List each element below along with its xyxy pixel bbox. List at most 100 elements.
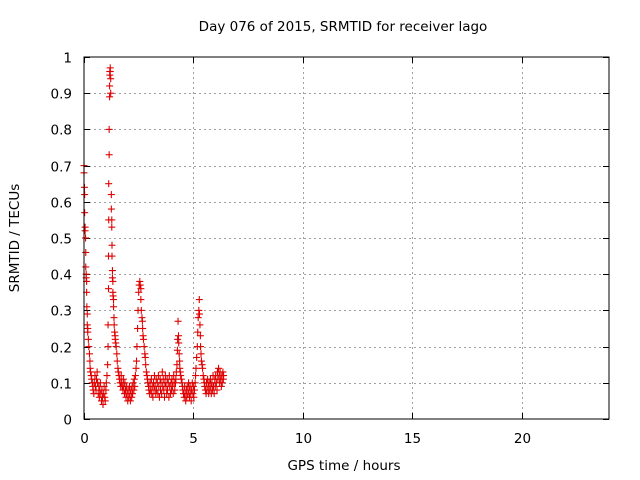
data-point (142, 361, 150, 369)
data-point (176, 357, 184, 365)
data-point (132, 364, 140, 372)
data-point (196, 332, 204, 340)
data-point (171, 386, 179, 394)
data-point (99, 401, 107, 409)
data-point (84, 328, 92, 336)
data-point (136, 281, 144, 289)
x-tick-label: 5 (189, 431, 198, 447)
data-point (81, 191, 89, 199)
data-point (173, 346, 181, 354)
data-point (140, 343, 148, 351)
data-point (96, 379, 104, 387)
data-point (87, 368, 95, 376)
data-point (219, 368, 227, 376)
y-tick-label: 0 (63, 413, 72, 429)
data-point (110, 314, 118, 322)
data-point (105, 151, 113, 159)
data-point (81, 209, 89, 217)
data-point (112, 343, 120, 351)
data-point (113, 357, 121, 365)
data-point (85, 350, 93, 358)
data-point (105, 125, 113, 133)
data-point (104, 343, 112, 351)
data-point (175, 339, 183, 347)
data-point (187, 397, 195, 405)
tick-labels: 0 5 10 15 20 0 0.1 0.2 0.3 0.4 0.5 0.6 0.7 0.8 0.9 1 (51, 51, 532, 448)
data-point (196, 310, 203, 318)
data-point (91, 372, 99, 380)
data-point (211, 382, 219, 390)
data-point (107, 191, 115, 199)
data-point (108, 216, 116, 224)
data-point (213, 386, 221, 394)
data-point (192, 372, 200, 380)
x-tick-label: 10 (295, 431, 312, 447)
data-point (82, 263, 90, 271)
data-point (103, 372, 111, 380)
data-point (106, 93, 114, 101)
chart-title: Day 076 of 2015, SRMTID for receiver lag… (199, 19, 488, 35)
data-point (199, 364, 207, 372)
data-point (210, 390, 218, 398)
data-point (175, 332, 182, 340)
data-point (100, 382, 108, 390)
data-point (174, 317, 182, 325)
data-point (170, 372, 178, 380)
data-point (100, 390, 108, 398)
data-point (141, 353, 149, 361)
data-point (105, 180, 113, 188)
y-tick-label: 0.8 (51, 123, 72, 139)
data-point (117, 372, 125, 380)
data-point (109, 277, 117, 285)
data-point (128, 393, 136, 401)
data-point (93, 368, 101, 376)
data-point (137, 285, 145, 293)
data-point (137, 296, 145, 304)
data-point (131, 382, 139, 390)
data-point (113, 350, 121, 358)
data-point (108, 267, 116, 275)
data-point (129, 390, 137, 398)
y-tick-label: 0.7 (51, 160, 72, 176)
data-point (107, 75, 115, 83)
data-point (130, 386, 138, 394)
data-point (82, 248, 90, 256)
data-point (158, 368, 166, 376)
data-point (129, 379, 137, 387)
data-point (138, 317, 146, 325)
data-point (114, 368, 122, 376)
data-point (197, 357, 205, 365)
data-point (81, 227, 89, 235)
data-point (108, 241, 116, 249)
x-tick-label: 0 (80, 431, 89, 447)
y-tick-label: 1 (63, 51, 72, 67)
data-point (104, 321, 112, 329)
data-point (131, 372, 139, 380)
data-point (85, 343, 93, 351)
data-point (139, 325, 147, 332)
data-point (174, 335, 182, 343)
data-point (220, 372, 228, 380)
data-point (142, 368, 150, 376)
data-point (83, 310, 91, 318)
data-point (140, 335, 147, 343)
y-tick-label: 0.9 (51, 87, 72, 103)
data-point (121, 379, 129, 387)
data-point (137, 306, 145, 314)
data-point (173, 361, 181, 369)
x-tick-label: 20 (514, 431, 531, 447)
y-tick-label: 0.4 (51, 268, 72, 284)
data-point (218, 379, 226, 387)
data-point (135, 288, 143, 296)
data-point (195, 296, 203, 304)
data-point (165, 393, 173, 401)
data-point (194, 328, 202, 336)
data-point (133, 357, 140, 365)
data-point (108, 223, 116, 231)
data-point (105, 285, 112, 293)
data-point (86, 357, 94, 365)
data-point (195, 306, 203, 314)
data-point (108, 252, 116, 260)
data-point (175, 350, 183, 358)
